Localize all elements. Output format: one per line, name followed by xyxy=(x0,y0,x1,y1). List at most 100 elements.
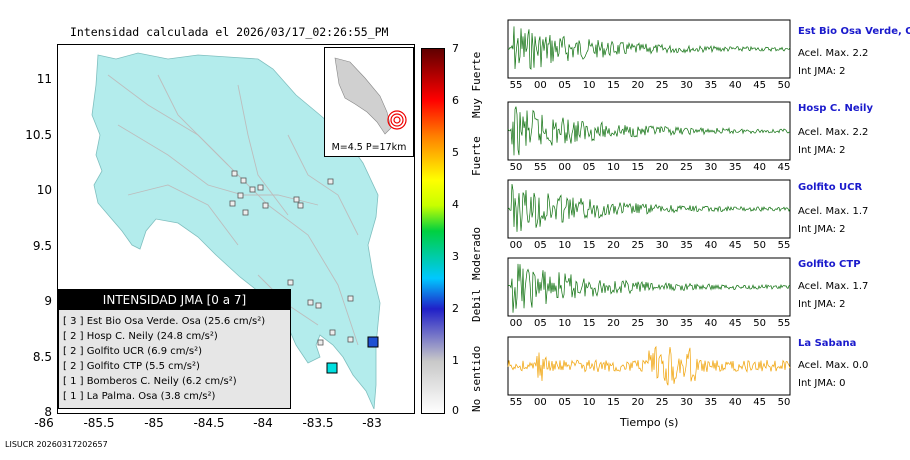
waveform-tick: 00 xyxy=(558,162,572,173)
waveform-tick: 25 xyxy=(631,240,645,251)
waveform-tick: 25 xyxy=(655,80,669,91)
colorbar-tick: 4 xyxy=(452,198,459,211)
land-shape xyxy=(91,52,381,410)
waveform-tick: 35 xyxy=(728,162,742,173)
station-int: Int JMA: 0 xyxy=(798,378,846,389)
waveform-tick: 20 xyxy=(631,397,645,408)
waveform-trace xyxy=(507,263,791,313)
legend-item: [ 2 ] Golfito UCR (6.9 cm/s²) xyxy=(63,346,203,357)
x-tick: -85 xyxy=(144,416,164,430)
legend-title: INTENSIDAD JMA [0 a 7] xyxy=(59,290,290,310)
legend-item: [ 3 ] Est Bio Osa Verde. Osa (25.6 cm/s²… xyxy=(63,316,266,327)
station-name: Hosp C. Neily xyxy=(798,103,873,114)
y-tick: 9.5 xyxy=(32,239,52,253)
waveform-tick: 35 xyxy=(680,318,693,329)
waveform-tick: 45 xyxy=(728,240,742,251)
waveform-tick: 30 xyxy=(655,318,669,329)
waveform-tick: 50 xyxy=(777,80,791,91)
legend-item: [ 1 ] La Palma. Osa (3.8 cm/s²) xyxy=(63,391,216,402)
waveform-tick: 05 xyxy=(558,80,572,91)
station-int: Int JMA: 2 xyxy=(798,145,846,156)
x-tick: -86 xyxy=(34,416,54,430)
waveform-tick: 05 xyxy=(533,318,547,329)
waveform-tick: 15 xyxy=(607,80,620,91)
waveform-tick: 10 xyxy=(582,397,596,408)
waveform-tick: 50 xyxy=(777,397,791,408)
waveform-tick: 40 xyxy=(753,162,766,173)
colorbar-tick: 3 xyxy=(452,250,459,263)
colorbar-label: Moderado xyxy=(470,227,483,280)
waveform-tick: 35 xyxy=(704,80,718,91)
colorbar-tick: 0 xyxy=(452,404,459,417)
x-tick: -83.5 xyxy=(302,416,334,430)
waveform-trace xyxy=(507,106,790,156)
waveform-tick: 55 xyxy=(777,318,791,329)
waveform-tick: 55 xyxy=(509,80,523,91)
station-int: Int JMA: 2 xyxy=(798,299,846,310)
waveform-tick: 20 xyxy=(655,162,669,173)
waveform-frame xyxy=(507,101,791,161)
waveform-tick: 25 xyxy=(631,318,645,329)
waveform-trace xyxy=(507,345,791,386)
colorbar-tick: 1 xyxy=(452,354,459,367)
waveform-tick: 10 xyxy=(558,240,572,251)
waveform-tick: 15 xyxy=(582,318,596,329)
station-acel: Acel. Max. 1.7 xyxy=(798,206,869,217)
waveform-tick: 20 xyxy=(607,318,620,329)
waveform-tick: 25 xyxy=(680,162,693,173)
waveform-tick: 40 xyxy=(704,318,718,329)
waveform-tick: 30 xyxy=(680,397,693,408)
waveform-tick: 15 xyxy=(607,397,620,408)
waveform-tick: 15 xyxy=(582,240,596,251)
station-name: Golfito CTP xyxy=(798,259,861,270)
waveform-tick: 35 xyxy=(680,240,693,251)
waveform-tick: 05 xyxy=(582,162,596,173)
station-acel: Acel. Max. 0.0 xyxy=(798,360,869,371)
waveform-frame xyxy=(507,19,791,79)
epicenter-ring xyxy=(390,113,404,127)
y-tick: 8 xyxy=(44,405,52,419)
waveform-tick: 35 xyxy=(704,397,718,408)
waveform-panels xyxy=(507,19,791,396)
waveform-trace xyxy=(507,183,791,232)
waveform-tick: 00 xyxy=(509,318,523,329)
station-name: Golfito UCR xyxy=(798,182,863,193)
waveform-tick: 45 xyxy=(728,318,742,329)
epicenter-ring xyxy=(387,110,407,130)
colorbar-tick: 5 xyxy=(452,146,459,159)
station-int: Int JMA: 2 xyxy=(798,224,846,235)
waveform-tick: 40 xyxy=(704,240,718,251)
legend-box: INTENSIDAD JMA [0 a 7] [ 3 ] Est Bio Osa… xyxy=(58,289,291,409)
waveform-tick: 30 xyxy=(655,240,669,251)
waveform-tick: 45 xyxy=(777,162,791,173)
waveform-tick: 00 xyxy=(509,240,523,251)
colorbar-label: Muy Fuerte xyxy=(470,51,483,118)
y-tick: 10 xyxy=(36,183,52,197)
waveform-tick: 50 xyxy=(753,318,766,329)
y-tick: 9 xyxy=(44,294,52,308)
waveform-tick: 25 xyxy=(655,397,669,408)
waveform-tick: 10 xyxy=(607,162,620,173)
waveform-tick: 10 xyxy=(582,80,596,91)
waveform-tick: 40 xyxy=(728,397,742,408)
waveform-tick: 55 xyxy=(509,397,523,408)
waveform-tick: 45 xyxy=(753,80,766,91)
waveform-tick: 10 xyxy=(558,318,572,329)
colorbar-label: Debil xyxy=(470,288,483,322)
inset-svg xyxy=(334,57,407,135)
colorbar-tick: 7 xyxy=(452,42,459,55)
station-int: Int JMA: 2 xyxy=(798,66,846,77)
legend-item: [ 2 ] Hosp C. Neily (24.8 cm/s²) xyxy=(63,331,218,342)
x-tick: -85.5 xyxy=(83,416,115,430)
map-title: Intensidad calculada el 2026/03/17_02:26… xyxy=(70,25,389,39)
waveform-tick: 45 xyxy=(753,397,766,408)
colorbar-label: Fuerte xyxy=(470,136,483,176)
waveform-tick: 20 xyxy=(631,80,645,91)
colorbar-label: No sentido xyxy=(470,345,483,412)
station-intensity-2 xyxy=(367,336,379,348)
y-tick: 10.5 xyxy=(25,128,52,142)
map-panel[interactable]: M=4.5 P=17km INTENSIDAD JMA [0 a 7] [ 3 … xyxy=(57,44,415,414)
waveform-tick: 05 xyxy=(558,397,572,408)
credit-text: LISUCR 20260317202657 xyxy=(5,440,108,449)
x-tick: -84.5 xyxy=(193,416,225,430)
